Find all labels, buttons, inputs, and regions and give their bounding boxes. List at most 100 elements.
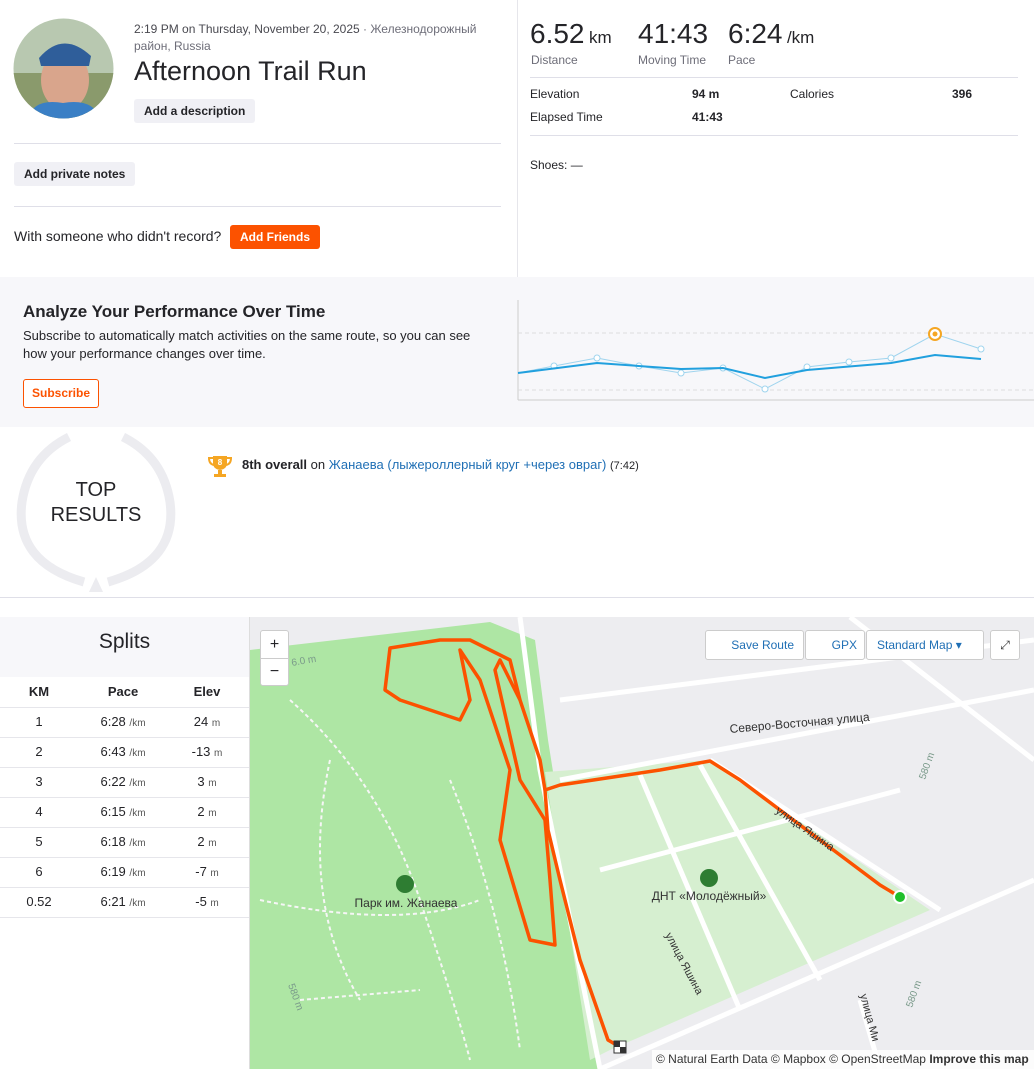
- with-someone: With someone who didn't record?: [14, 228, 222, 244]
- improve-map[interactable]: Improve this map: [929, 1052, 1029, 1066]
- split-pace: 6:22 /km: [100, 774, 145, 789]
- column-header: KM: [28, 684, 50, 699]
- splits-columns: KM Pace Elev: [0, 677, 249, 708]
- add-description[interactable]: Add a description: [134, 99, 256, 123]
- stat-value: 396: [952, 87, 973, 101]
- divider: [517, 0, 518, 277]
- pace-value: 6:43: [100, 744, 126, 759]
- split-elev: 2 m: [197, 804, 216, 819]
- elev-unit: m: [210, 898, 219, 909]
- divider: [0, 597, 1034, 598]
- gpx-label: GPX: [831, 638, 857, 652]
- split-km: 4: [35, 804, 43, 819]
- elev-unit: m: [211, 718, 221, 729]
- subscribe-button[interactable]: Subscribe: [23, 379, 99, 408]
- pace-value: 6:18: [100, 834, 126, 849]
- elev-value: 3: [197, 774, 205, 789]
- save-route[interactable]: Save Route: [705, 630, 804, 660]
- performance-illustration: [517, 300, 1034, 401]
- stat-value: 41:43: [692, 110, 723, 124]
- stat: 6:24 /km: [728, 18, 814, 50]
- stat-unit: km: [588, 28, 612, 47]
- title: Afternoon Trail Run: [134, 56, 367, 86]
- elev-value: -7: [195, 864, 207, 879]
- divider: [530, 135, 1018, 136]
- split-elev: -13 m: [192, 744, 223, 759]
- stat-label: Elevation: [530, 87, 580, 101]
- laurel: [16, 432, 176, 592]
- split-km: 3: [35, 774, 43, 789]
- split-elev: 2 m: [197, 834, 216, 849]
- stat-value: 94 m: [692, 87, 720, 101]
- map-label: ДНТ «Молодёжный»: [652, 889, 767, 903]
- elev-value: 24: [193, 714, 209, 729]
- map-label: Парк им. Жанаева: [355, 896, 458, 910]
- add-private-notes[interactable]: Add private notes: [14, 162, 136, 186]
- top-results-badge: TOP RESULTS: [50, 479, 142, 526]
- elev-unit: m: [208, 778, 217, 789]
- split-elev: -5 m: [195, 894, 219, 909]
- avatar: [13, 18, 114, 119]
- trophy-rank: 8: [218, 458, 223, 467]
- pace-unit: /km: [129, 898, 146, 909]
- split-pace: 6:21 /km: [100, 894, 145, 909]
- divider: [14, 143, 501, 144]
- stat-label: Pace: [728, 53, 756, 67]
- pace-unit: /km: [129, 778, 146, 789]
- segment-link[interactable]: Жанаева (лыжероллерный круг +через овраг…: [328, 457, 607, 472]
- add-friends[interactable]: Add Friends: [230, 225, 321, 249]
- shoes: Shoes: —: [530, 158, 583, 172]
- segment-time: (7:42): [610, 460, 639, 472]
- pace-value: 6:22: [100, 774, 126, 789]
- analyze-band: [0, 277, 1034, 427]
- connector: on: [310, 457, 326, 472]
- trophy: 8: [208, 456, 232, 477]
- zoom-in[interactable]: +: [261, 631, 288, 659]
- split-row: 6 6:19 /km -7 m: [0, 857, 249, 888]
- zoom-out[interactable]: −: [269, 663, 280, 680]
- elev-value: -5: [195, 894, 207, 909]
- fullscreen[interactable]: ⤢: [990, 630, 1020, 660]
- splits-title: Splits: [98, 630, 151, 653]
- pace-unit: /km: [129, 868, 146, 879]
- split-km: 6: [35, 864, 43, 879]
- split-km: 2: [35, 744, 43, 759]
- elev-value: 2: [197, 804, 205, 819]
- pace-value: 6:19: [100, 864, 126, 879]
- elev-unit: m: [214, 748, 223, 759]
- split-pace: 6:19 /km: [100, 864, 145, 879]
- analyze-title: Analyze Your Performance Over Time: [23, 302, 326, 321]
- contour-label: 6.0 m: [291, 654, 318, 669]
- rank: 8th overall: [242, 457, 308, 472]
- elev-unit: m: [210, 868, 219, 879]
- gpx[interactable]: GPX: [805, 630, 865, 660]
- split-elev: 3 m: [197, 774, 216, 789]
- split-row: 4 6:15 /km 2 m: [0, 797, 249, 828]
- pace-unit: /km: [129, 838, 146, 849]
- elev-unit: m: [208, 838, 217, 849]
- stat-value: 6:24: [728, 18, 783, 49]
- map-style[interactable]: Standard Map ▾: [866, 630, 984, 660]
- column-header: Elev: [193, 684, 221, 699]
- split-km: 5: [35, 834, 43, 849]
- split-km: 0.52: [26, 894, 52, 909]
- split-row: 1 6:28 /km 24 m: [0, 707, 249, 738]
- stat-label: Distance: [531, 53, 578, 67]
- save-route-label: Save Route: [731, 638, 794, 652]
- stat-unit: /km: [786, 28, 815, 47]
- elev-value: 2: [197, 834, 205, 849]
- stat-value: 6.52: [530, 18, 585, 49]
- pace-unit: /km: [129, 808, 146, 819]
- divider: [530, 77, 1018, 78]
- stat-label: Elapsed Time: [530, 110, 603, 124]
- location: · Железнодорожный район, Russia: [134, 22, 477, 53]
- map[interactable]: Северо-Восточная улица улица Яшина улица…: [250, 617, 1034, 1069]
- split-pace: 6:28 /km: [100, 714, 145, 729]
- stat-label: Calories: [790, 87, 835, 101]
- attribution: © Natural Earth Data © Mapbox © OpenStre…: [656, 1052, 1029, 1066]
- divider: [14, 206, 501, 207]
- split-row: 5 6:18 /km 2 m: [0, 827, 249, 858]
- split-km: 1: [35, 714, 43, 729]
- split-row: 2 6:43 /km -13 m: [0, 737, 249, 768]
